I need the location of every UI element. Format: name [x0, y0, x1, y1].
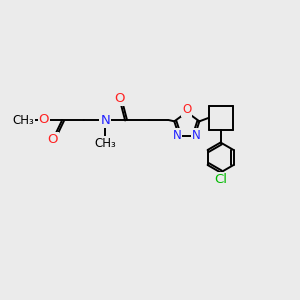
- Text: O: O: [182, 103, 191, 116]
- Text: O: O: [47, 133, 58, 146]
- Text: CH₃: CH₃: [95, 137, 117, 150]
- Text: N: N: [100, 113, 110, 127]
- Text: N: N: [172, 129, 182, 142]
- Text: O: O: [114, 92, 125, 105]
- Text: Cl: Cl: [214, 172, 227, 186]
- Text: N: N: [192, 129, 200, 142]
- Text: O: O: [39, 112, 49, 126]
- Text: CH₃: CH₃: [12, 113, 34, 127]
